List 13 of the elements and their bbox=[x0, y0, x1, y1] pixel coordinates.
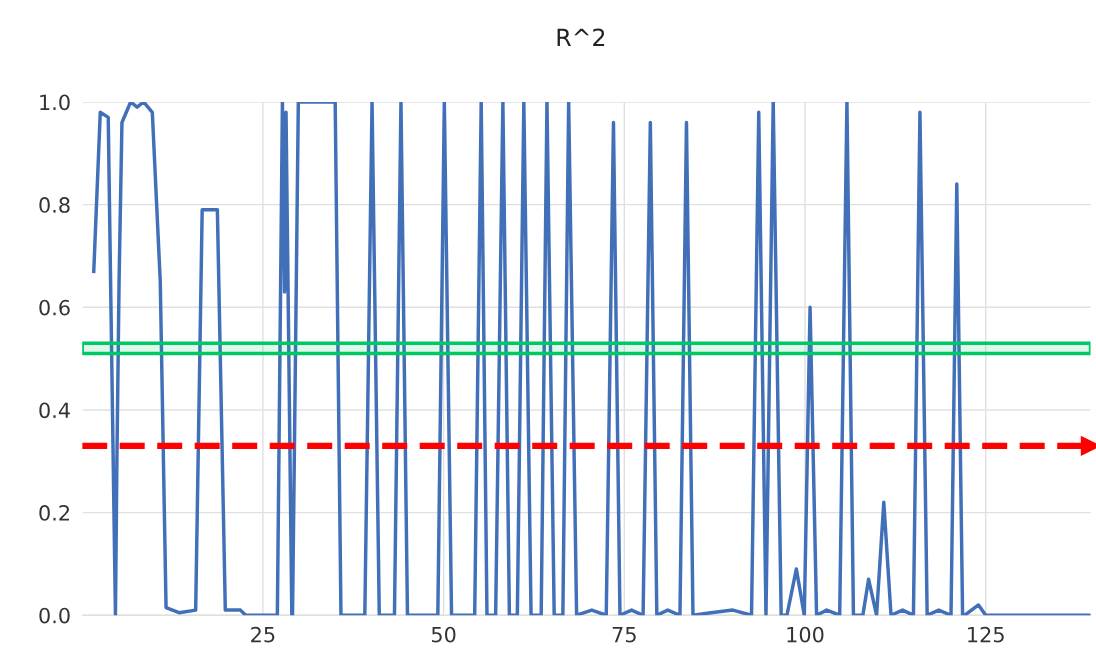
y-tick-label: 0.4 bbox=[39, 402, 70, 419]
y-tick-label: 0.0 bbox=[39, 607, 70, 624]
x-tick-label: 125 bbox=[968, 626, 1004, 643]
y-tick-label: 0.8 bbox=[39, 197, 70, 213]
y-tick-label: 1.0 bbox=[40, 94, 70, 111]
x-tick-label: 75 bbox=[612, 626, 636, 643]
x-tick-label: 25 bbox=[251, 626, 275, 643]
chart-title: R^2 bbox=[557, 28, 605, 46]
x-tick-label: 50 bbox=[431, 626, 456, 643]
y-tick-label: 0.2 bbox=[39, 505, 69, 521]
x-tick-label: 100 bbox=[787, 626, 824, 643]
line-series bbox=[92, 101, 1091, 616]
y-tick-label: 0.6 bbox=[39, 299, 70, 316]
